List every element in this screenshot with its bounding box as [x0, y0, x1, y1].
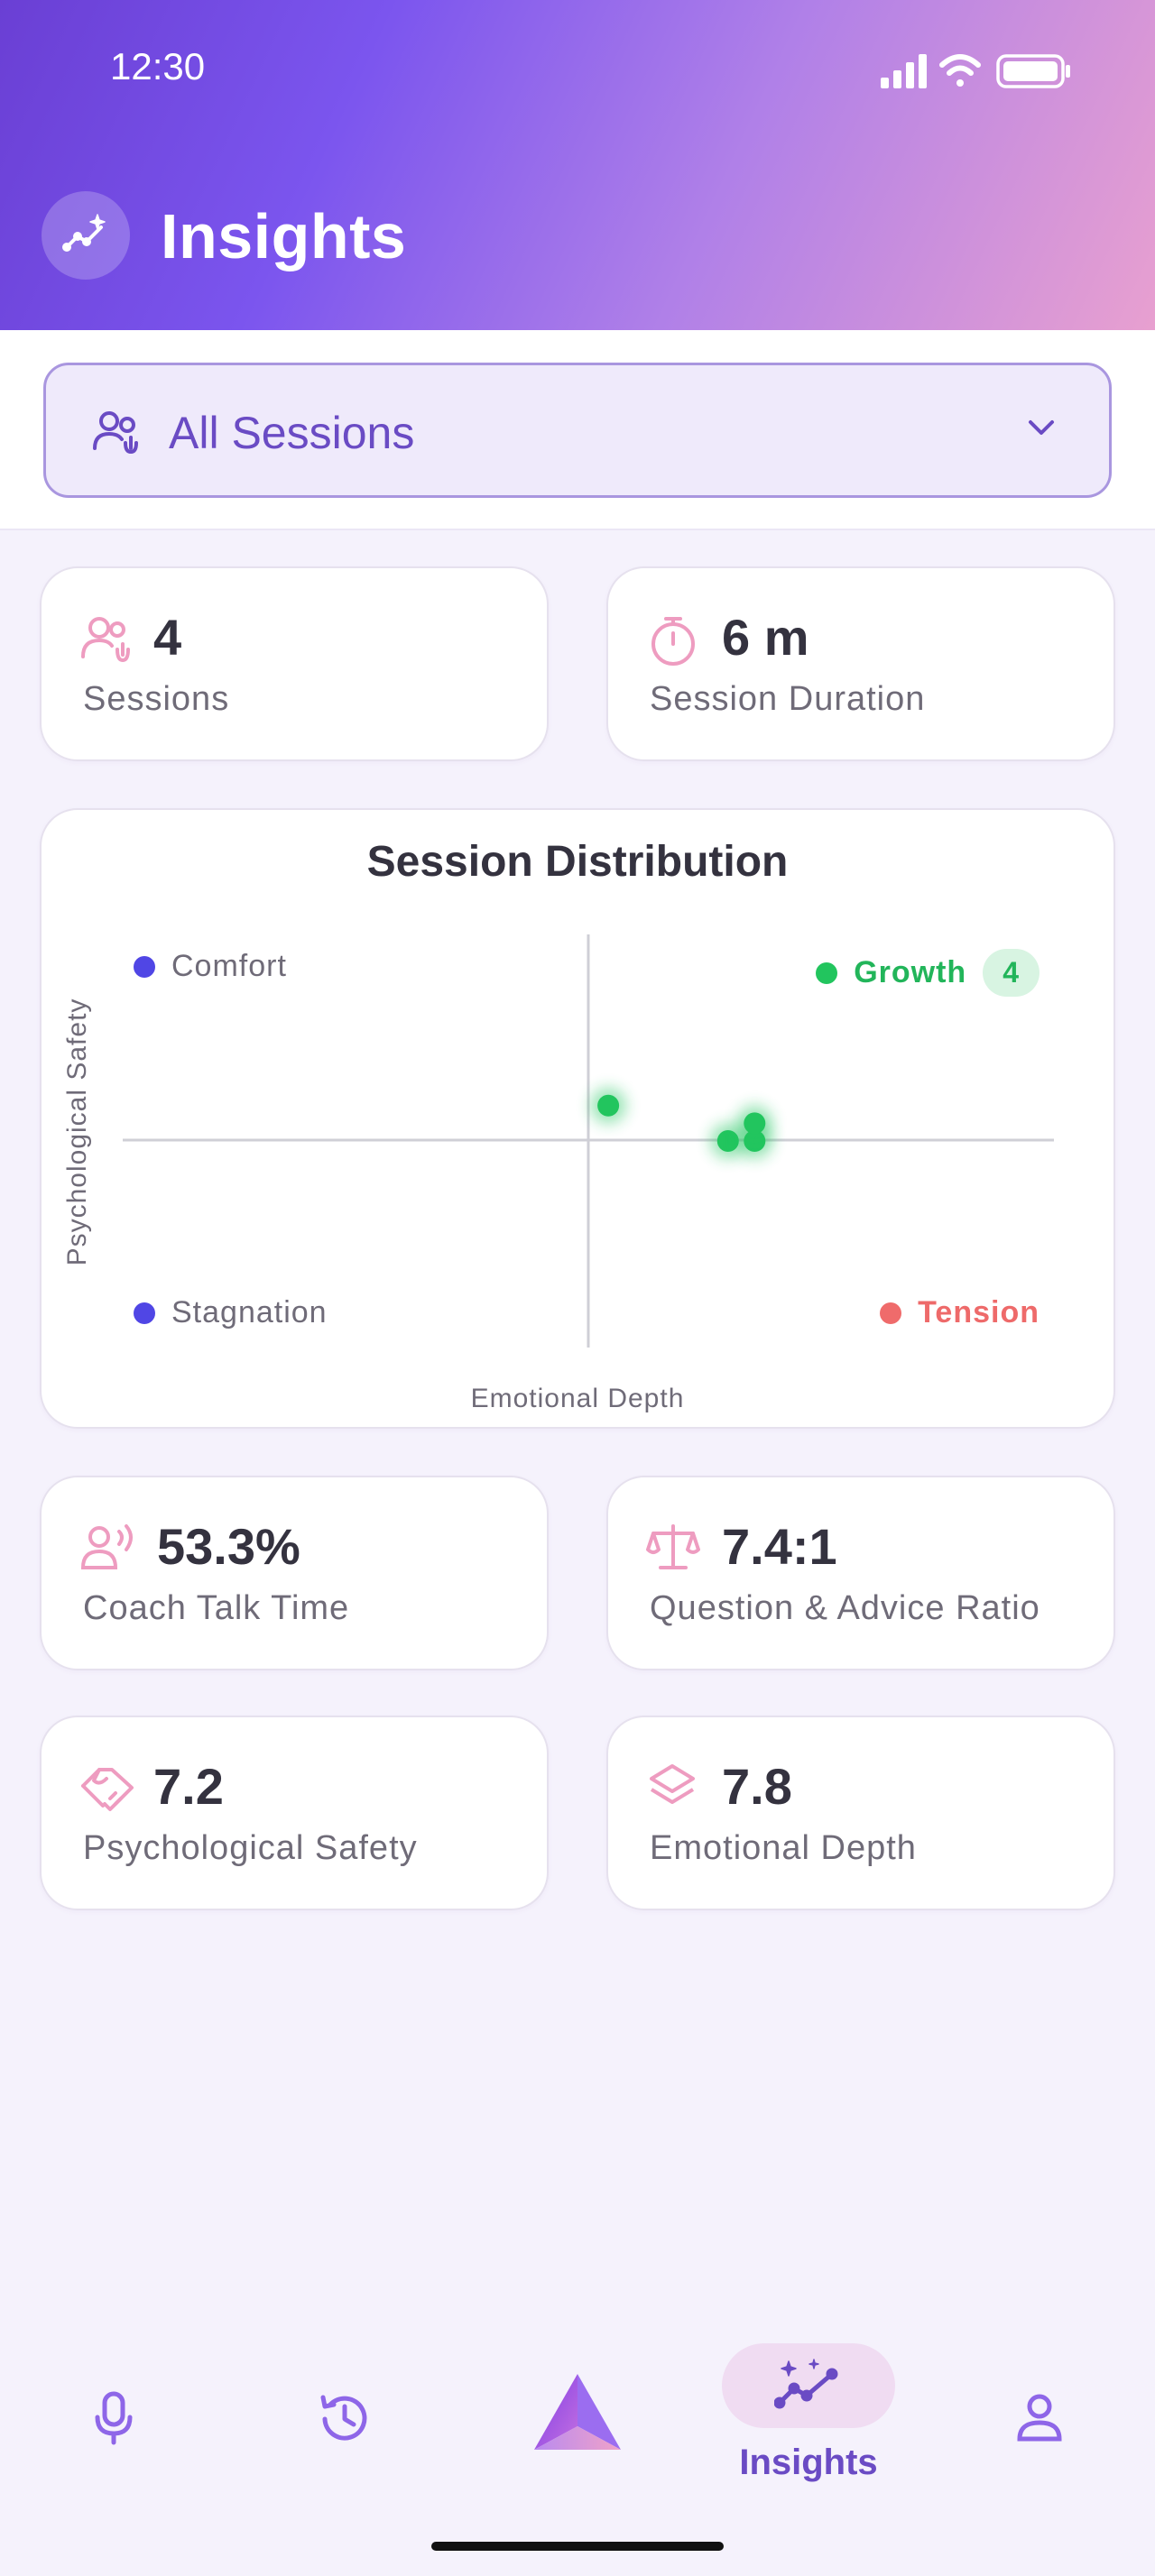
wifi-icon [939, 54, 981, 87]
sessions-label: Sessions [83, 680, 230, 718]
scatter-plot [123, 934, 1054, 1348]
stopwatch-icon [651, 617, 695, 666]
battery-icon [996, 54, 1070, 88]
question-advice-ratio-value: 7.4:1 [722, 1518, 837, 1575]
bottom-nav: Insights [0, 2309, 1155, 2576]
quadrant-tension: Tension [880, 1295, 1040, 1330]
layers-icon [650, 1764, 695, 1804]
sparkle-chart-icon [42, 191, 130, 280]
sessions-value: 4 [153, 609, 182, 666]
psychological-safety-value: 7.2 [153, 1758, 224, 1815]
app-header: 12:30 Insights [0, 0, 1155, 330]
people-voice-icon [93, 411, 138, 455]
filter-band: All Sessions [0, 330, 1155, 530]
sessions-card: 4 Sessions [40, 566, 549, 761]
comfort-dot [134, 955, 155, 978]
stagnation-label: Stagnation [171, 1295, 328, 1329]
page-title: Insights [161, 201, 407, 271]
insights-tab[interactable] [722, 2343, 895, 2428]
insights-icon [774, 2359, 838, 2409]
session-duration-card: 6 m Session Duration [606, 566, 1115, 761]
status-icons [881, 54, 1070, 88]
y-axis-label: Psychological Safety [62, 998, 92, 1266]
people-voice-icon [81, 617, 130, 663]
emotional-depth-card: 7.8 Emotional Depth [606, 1716, 1115, 1910]
coach-talk-time-value: 53.3% [157, 1518, 300, 1575]
psychological-safety-label: Psychological Safety [83, 1829, 418, 1867]
data-point[interactable] [716, 1130, 739, 1152]
logo-icon[interactable] [531, 2370, 624, 2457]
data-point[interactable] [744, 1112, 766, 1135]
quadrant-growth: Growth 4 [816, 949, 1040, 997]
scales-icon [646, 1524, 700, 1569]
chart-title: Session Distribution [366, 838, 789, 886]
status-time: 12:30 [110, 45, 206, 87]
question-advice-ratio-label: Question & Advice Ratio [650, 1589, 1040, 1627]
profile-icon[interactable] [1014, 2392, 1065, 2444]
growth-dot [816, 961, 838, 984]
coach-talk-time-card: 53.3% Coach Talk Time [40, 1476, 549, 1670]
session-duration-label: Session Duration [650, 680, 926, 718]
psychological-safety-card: 7.2 Psychological Safety [40, 1716, 549, 1910]
chevron-down-icon [1029, 420, 1054, 435]
growth-label: Growth [854, 955, 967, 989]
comfort-label: Comfort [171, 949, 287, 983]
tension-label: Tension [918, 1295, 1040, 1329]
history-icon[interactable] [318, 2392, 372, 2446]
signal-icon [881, 54, 927, 88]
session-distribution-chart: Session Distribution Psychological Safet… [40, 808, 1115, 1429]
microphone-icon[interactable] [94, 2390, 134, 2446]
session-filter-select[interactable]: All Sessions [43, 363, 1112, 498]
session-duration-value: 6 m [722, 609, 809, 666]
home-indicator [431, 2542, 724, 2551]
coach-talk-time-label: Coach Talk Time [83, 1589, 350, 1627]
quadrant-stagnation: Stagnation [134, 1295, 328, 1330]
tension-dot [880, 1302, 902, 1324]
x-axis-label: Emotional Depth [470, 1384, 685, 1413]
growth-count-badge: 4 [983, 949, 1040, 997]
filter-label: All Sessions [169, 408, 415, 458]
question-advice-ratio-card: 7.4:1 Question & Advice Ratio [606, 1476, 1115, 1670]
handshake-icon [81, 1768, 134, 1811]
quadrant-comfort: Comfort [134, 949, 287, 984]
stagnation-dot [134, 1302, 155, 1324]
emotional-depth-value: 7.8 [722, 1758, 792, 1815]
insights-tab-label[interactable]: Insights [739, 2443, 878, 2482]
data-point[interactable] [597, 1094, 620, 1117]
person-speaking-icon [80, 1524, 133, 1569]
emotional-depth-label: Emotional Depth [650, 1829, 917, 1867]
